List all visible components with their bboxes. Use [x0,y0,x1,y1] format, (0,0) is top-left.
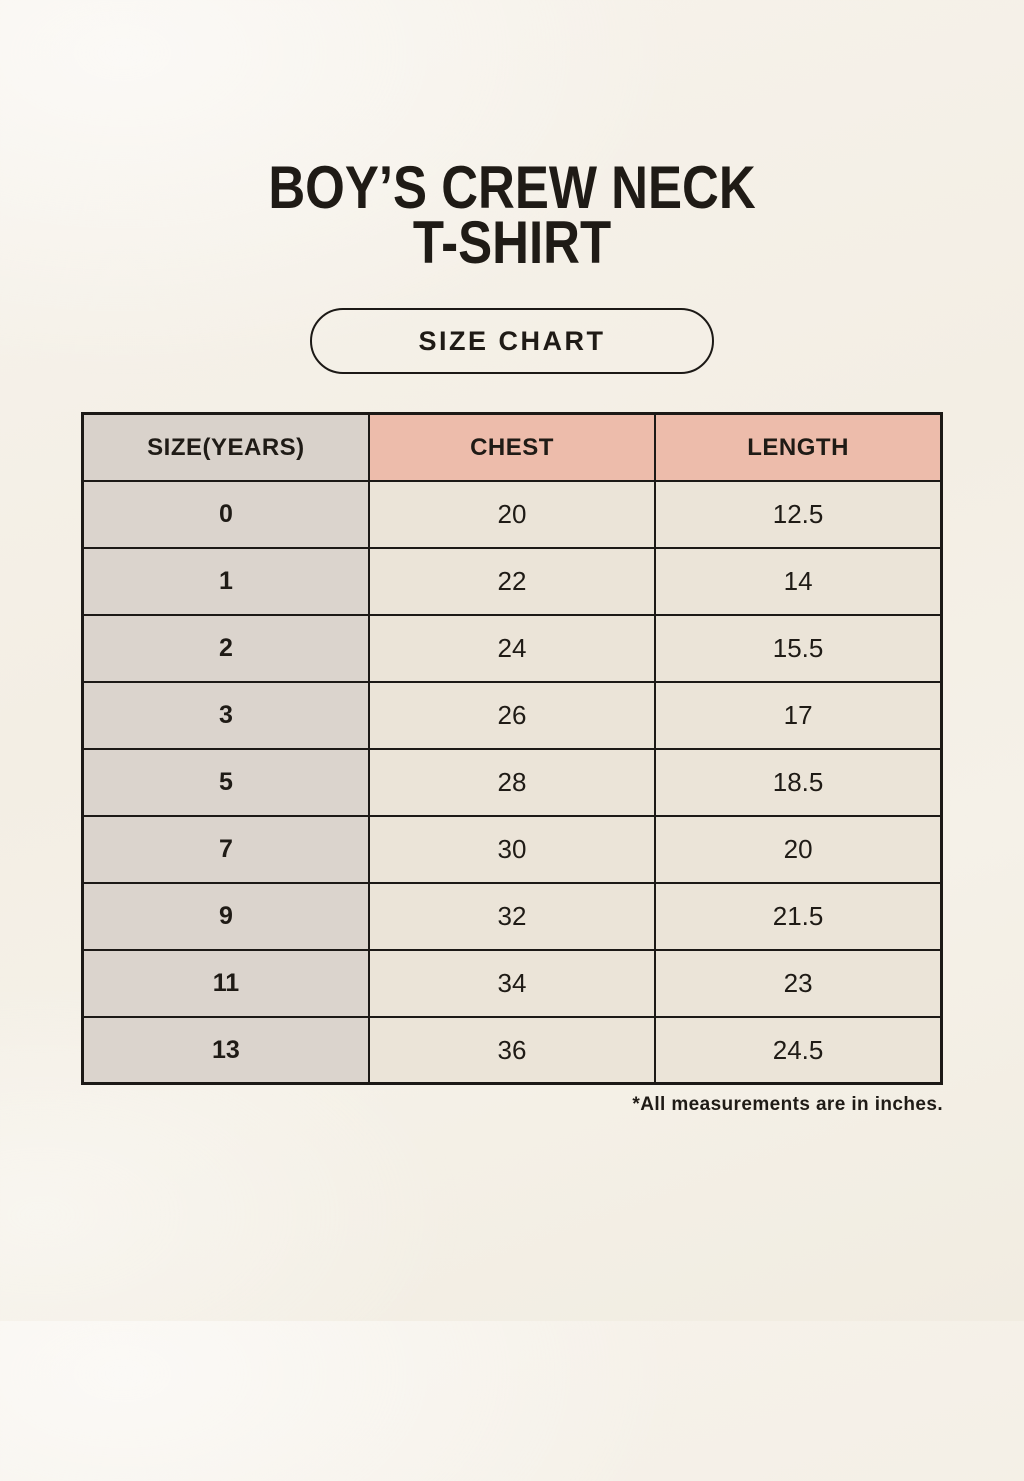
size-cell: 13 [81,1015,370,1085]
table-row: 13 36 24.5 [81,1015,943,1085]
page-title: BOY’S CREW NECK T-SHIRT [77,154,947,277]
chest-cell: 26 [367,680,657,750]
length-cell: 17 [654,680,943,750]
size-cell: 5 [81,747,370,817]
chest-cell: 20 [367,479,657,549]
length-cell: 20 [654,814,943,884]
table-row: 9 32 21.5 [81,881,943,951]
length-cell: 18.5 [654,747,943,817]
chest-cell: 36 [367,1015,657,1085]
page-background: { "title": { "line1": "BOY\u2019S CREW N… [0,154,1024,1481]
title-line-2: T-SHIRT [412,209,612,277]
table-row: 2 24 15.5 [81,613,943,683]
size-table: SIZE(YEARS) CHEST LENGTH 0 20 12.5 1 22 … [81,412,943,1086]
footnote: *All measurements are in inches. [632,1094,943,1116]
header-row: SIZE(YEARS) CHEST LENGTH [81,412,943,482]
size-cell: 7 [81,814,370,884]
size-table-container: SIZE(YEARS) CHEST LENGTH 0 20 12.5 1 22 … [81,412,943,1116]
chest-cell: 30 [367,814,657,884]
chest-cell: 24 [367,613,657,683]
chest-cell: 34 [367,948,657,1018]
size-cell: 1 [81,546,370,616]
table-row: 11 34 23 [81,948,943,1018]
column-header-length: LENGTH [654,412,943,482]
table-row: 0 20 12.5 [81,479,943,549]
size-cell: 9 [81,881,370,951]
chest-cell: 22 [367,546,657,616]
length-cell: 21.5 [654,881,943,951]
table-row: 1 22 14 [81,546,943,616]
length-cell: 23 [654,948,943,1018]
length-cell: 12.5 [654,479,943,549]
table-row: 7 30 20 [81,814,943,884]
chest-cell: 28 [367,747,657,817]
chest-cell: 32 [367,881,657,951]
size-cell: 0 [81,479,370,549]
size-chart-button-label: SIZE CHART [418,325,606,356]
size-cell: 3 [81,680,370,750]
size-chart-button[interactable]: SIZE CHART [310,308,714,375]
column-header-size-years: SIZE(YEARS) [81,412,370,482]
table-row: 5 28 18.5 [81,747,943,817]
length-cell: 14 [654,546,943,616]
table-row: 3 26 17 [81,680,943,750]
size-cell: 11 [81,948,370,1018]
length-cell: 24.5 [654,1015,943,1085]
title-line-1: BOY’S CREW NECK [268,154,756,221]
size-cell: 2 [81,613,370,683]
length-cell: 15.5 [654,613,943,683]
column-header-chest: CHEST [367,412,657,482]
